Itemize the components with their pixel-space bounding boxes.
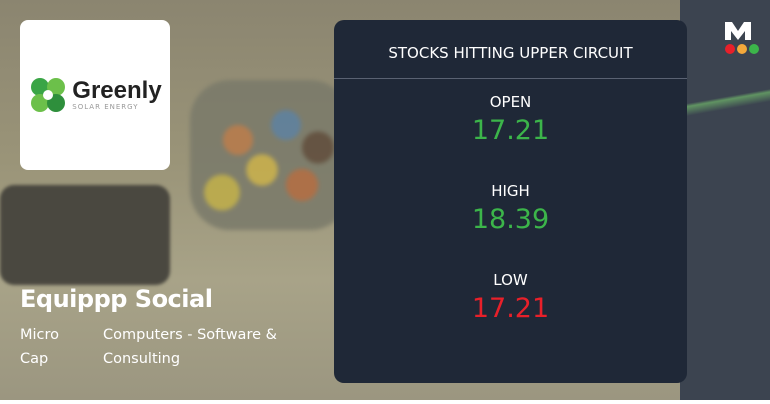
- logo-tagline: SOLAR ENERGY: [72, 103, 139, 111]
- logo-name: Greenly: [72, 77, 162, 104]
- company-name: Equippp Social: [20, 285, 213, 313]
- open-value: 17.21: [471, 115, 550, 146]
- chart-screen-image: [680, 0, 770, 400]
- brand-logo-icon: [725, 22, 759, 54]
- high-label: HIGH: [491, 182, 530, 200]
- open-label: OPEN: [489, 93, 532, 111]
- low-label: LOW: [493, 271, 528, 289]
- market-cap: Micro Cap: [20, 327, 60, 367]
- sector: Computers - Software & Consulting: [103, 327, 277, 367]
- candy-jar-image: [190, 80, 350, 230]
- phone-image: [0, 185, 170, 285]
- company-logo: Greenly SOLAR ENERGY: [20, 20, 170, 170]
- greenly-logo-icon: [31, 78, 66, 112]
- card-title: STOCKS HITTING UPPER CIRCUIT: [334, 20, 687, 79]
- price-card: STOCKS HITTING UPPER CIRCUIT OPEN 17.21 …: [334, 20, 687, 383]
- low-value: 17.21: [471, 293, 550, 324]
- high-value: 18.39: [471, 204, 550, 235]
